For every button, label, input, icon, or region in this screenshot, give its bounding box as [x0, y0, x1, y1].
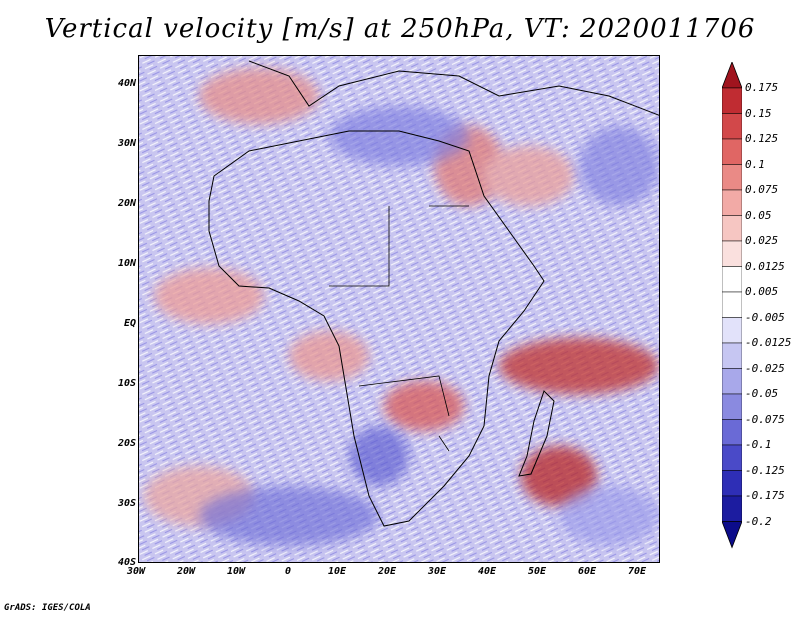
colorbar-segment	[722, 240, 742, 267]
colorbar-segment	[722, 164, 742, 191]
colorbar-level-label: -0.0125	[745, 336, 792, 349]
colorbar-level-label: -0.025	[745, 361, 785, 375]
colorbar-level-label: -0.05	[745, 387, 779, 400]
colorbar-level-label: 0.005	[745, 285, 779, 298]
colorbar-level-label: 0.075	[745, 183, 779, 196]
lon-label-40e: 40E	[478, 566, 497, 577]
borders	[329, 205, 469, 452]
map-field	[139, 56, 659, 562]
colorbar-segment	[722, 495, 742, 522]
lat-label-30s: 30S	[117, 498, 136, 509]
colorbar-segment	[722, 317, 742, 344]
colorbar-segment	[722, 470, 742, 497]
lon-label-10w: 10W	[227, 566, 246, 577]
lat-label-20s: 20S	[117, 438, 136, 449]
colorbar-segment	[722, 444, 742, 471]
colorbar-level-label: -0.125	[745, 463, 785, 477]
lon-label-0: 0	[285, 566, 292, 577]
chart-title: Vertical velocity [m/s] at 250hPa, VT: 2…	[44, 14, 756, 44]
colorbar-segment	[722, 87, 742, 114]
colorbar-segment	[722, 138, 742, 165]
colorbar-level-label: 0.025	[745, 234, 779, 247]
lat-label-40s: 40S	[117, 557, 136, 568]
colorbar-level-label: 0.0125	[745, 259, 785, 273]
colorbar-segment	[722, 368, 742, 395]
colorbar-level-label: 0.125	[745, 132, 779, 145]
colorbar-segment	[722, 291, 742, 318]
lon-label-20w: 20W	[177, 566, 196, 577]
lat-label-30n: 30N	[117, 138, 136, 149]
lon-label-10e: 10E	[328, 566, 347, 577]
colorbar-segment	[722, 215, 742, 242]
africa-outline	[208, 130, 545, 527]
lat-label-10n: 10N	[117, 258, 136, 269]
colorbar-segment	[722, 393, 742, 420]
colorbar-segment	[722, 342, 742, 369]
colorbar-level-label: 0.1	[745, 157, 765, 171]
colorbar-segment	[722, 113, 742, 140]
lon-label-30w: 30W	[127, 566, 146, 577]
lon-label-20e: 20E	[378, 566, 397, 577]
colorbar-level-label: 0.15	[745, 106, 772, 120]
colorbar-level-label: -0.075	[745, 412, 785, 426]
colorbar-level-label: -0.005	[745, 310, 785, 324]
madagascar-outline	[518, 390, 555, 477]
grads-credit: GrADS: IGES/COLA	[4, 603, 91, 613]
colorbar-level-label: 0.05	[745, 208, 772, 222]
negative-regions	[199, 106, 659, 546]
lat-label-20n: 20N	[117, 198, 136, 209]
lat-label-10s: 10S	[117, 378, 136, 389]
colorbar-level-label: -0.175	[745, 489, 785, 502]
lon-label-30e: 30E	[428, 566, 447, 577]
lon-label-70e: 70E	[628, 566, 647, 577]
colorbar-top-arrow	[722, 62, 742, 89]
map-panel	[138, 55, 660, 563]
northern-coast	[248, 60, 659, 116]
colorbar-segment	[722, 266, 742, 293]
colorbar-bottom-arrow	[722, 521, 742, 549]
lon-label-50e: 50E	[528, 566, 547, 577]
colorbar-segment	[722, 189, 742, 216]
colorbar-segment	[722, 419, 742, 446]
lon-label-60e: 60E	[578, 566, 597, 577]
lat-label-eq: EQ	[123, 318, 136, 329]
colorbar	[722, 62, 742, 549]
colorbar-level-label: -0.1	[745, 438, 772, 451]
colorbar-level-label: -0.2	[745, 514, 772, 528]
colorbar-level-label: 0.175	[745, 81, 779, 94]
lat-label-40n: 40N	[117, 78, 136, 89]
